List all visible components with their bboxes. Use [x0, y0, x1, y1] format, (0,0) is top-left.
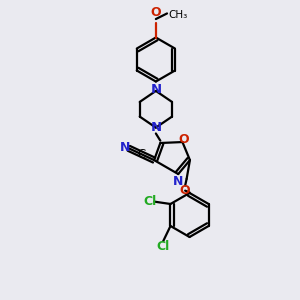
- Text: N: N: [150, 83, 161, 96]
- Text: O: O: [180, 184, 190, 197]
- Text: CH₃: CH₃: [168, 10, 188, 20]
- Text: C: C: [137, 148, 146, 160]
- Text: O: O: [151, 6, 161, 19]
- Text: N: N: [120, 141, 130, 154]
- Text: O: O: [178, 133, 189, 146]
- Text: N: N: [173, 175, 183, 188]
- Text: Cl: Cl: [143, 195, 157, 208]
- Text: Cl: Cl: [156, 240, 169, 253]
- Text: N: N: [150, 121, 161, 134]
